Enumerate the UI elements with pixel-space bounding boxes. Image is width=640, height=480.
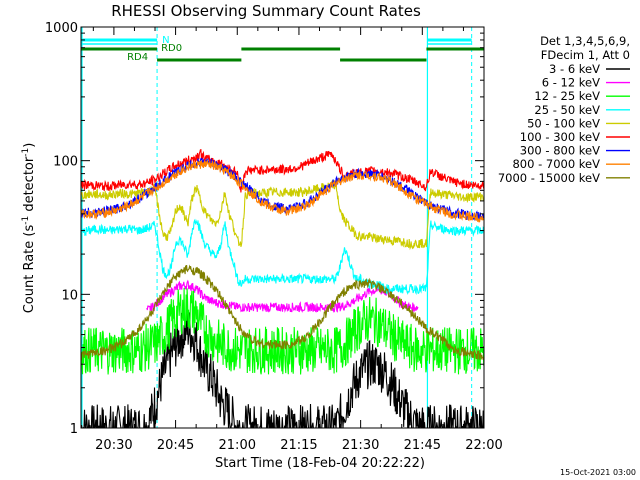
legend-label-4: 50 - 100 keV xyxy=(527,116,600,130)
series-line-4 xyxy=(81,179,484,251)
legend: Det 1,3,4,5,6,9, FDecim 1, Att 0 3 - 6 k… xyxy=(498,34,630,185)
y-tick-label: 1000 xyxy=(45,21,78,36)
x-tick-label: 21:45 xyxy=(404,438,441,453)
series-line-3 xyxy=(81,218,484,296)
x-tick-label: 20:45 xyxy=(157,438,194,453)
series-line-2 xyxy=(81,287,484,375)
rd-label-0: RD0 xyxy=(161,43,182,54)
legend-label-1: 6 - 12 keV xyxy=(542,76,600,90)
x-tick-label: 22:00 xyxy=(465,438,502,453)
y-axis-label: Count Rate (s-1 detector-1) xyxy=(21,143,37,314)
series-line-1 xyxy=(146,279,419,313)
legend-label-8: 7000 - 15000 keV xyxy=(498,171,600,185)
series-line-8 xyxy=(81,264,484,361)
chart-title: RHESSI Observing Summary Count Rates xyxy=(111,2,421,20)
legend-header-line-1: Det 1,3,4,5,6,9, xyxy=(540,34,630,48)
footer-date: 15-Oct-2021 03:00 xyxy=(560,468,636,477)
legend-label-7: 800 - 7000 keV xyxy=(512,157,600,171)
legend-header-line-2: FDecim 1, Att 0 xyxy=(541,48,630,62)
x-tick-label: 21:15 xyxy=(280,438,317,453)
x-axis-label: Start Time (18-Feb-04 20:22:22) xyxy=(215,456,425,471)
legend-label-6: 300 - 800 keV xyxy=(520,144,600,158)
series-line-7 xyxy=(81,158,484,223)
night-label: N xyxy=(162,35,169,46)
x-axis-ticks: 20:30 20:45 21:00 21:15 21:30 21:45 22:00 xyxy=(92,27,503,453)
y-tick-label: 1 xyxy=(70,422,78,437)
x-tick-label: 21:30 xyxy=(342,438,379,453)
legend-label-3: 25 - 50 keV xyxy=(534,103,600,117)
y-axis-ticks: 1 10 100 1000 xyxy=(45,21,484,437)
plot-frame xyxy=(80,26,485,429)
attenuator-state-bars: RD0 RD4 xyxy=(81,43,484,63)
y-tick-label: 100 xyxy=(53,155,78,170)
rd-label-1: RD4 xyxy=(127,52,148,63)
legend-label-0: 3 - 6 keV xyxy=(549,62,600,76)
series-lines xyxy=(81,149,484,428)
x-tick-label: 20:30 xyxy=(95,438,132,453)
legend-label-5: 100 - 300 keV xyxy=(520,130,600,144)
y-tick-label: 10 xyxy=(61,288,78,303)
series-line-5 xyxy=(81,149,484,193)
x-tick-label: 21:00 xyxy=(219,438,256,453)
legend-label-2: 12 - 25 keV xyxy=(534,89,600,103)
series-line-0 xyxy=(81,311,484,428)
